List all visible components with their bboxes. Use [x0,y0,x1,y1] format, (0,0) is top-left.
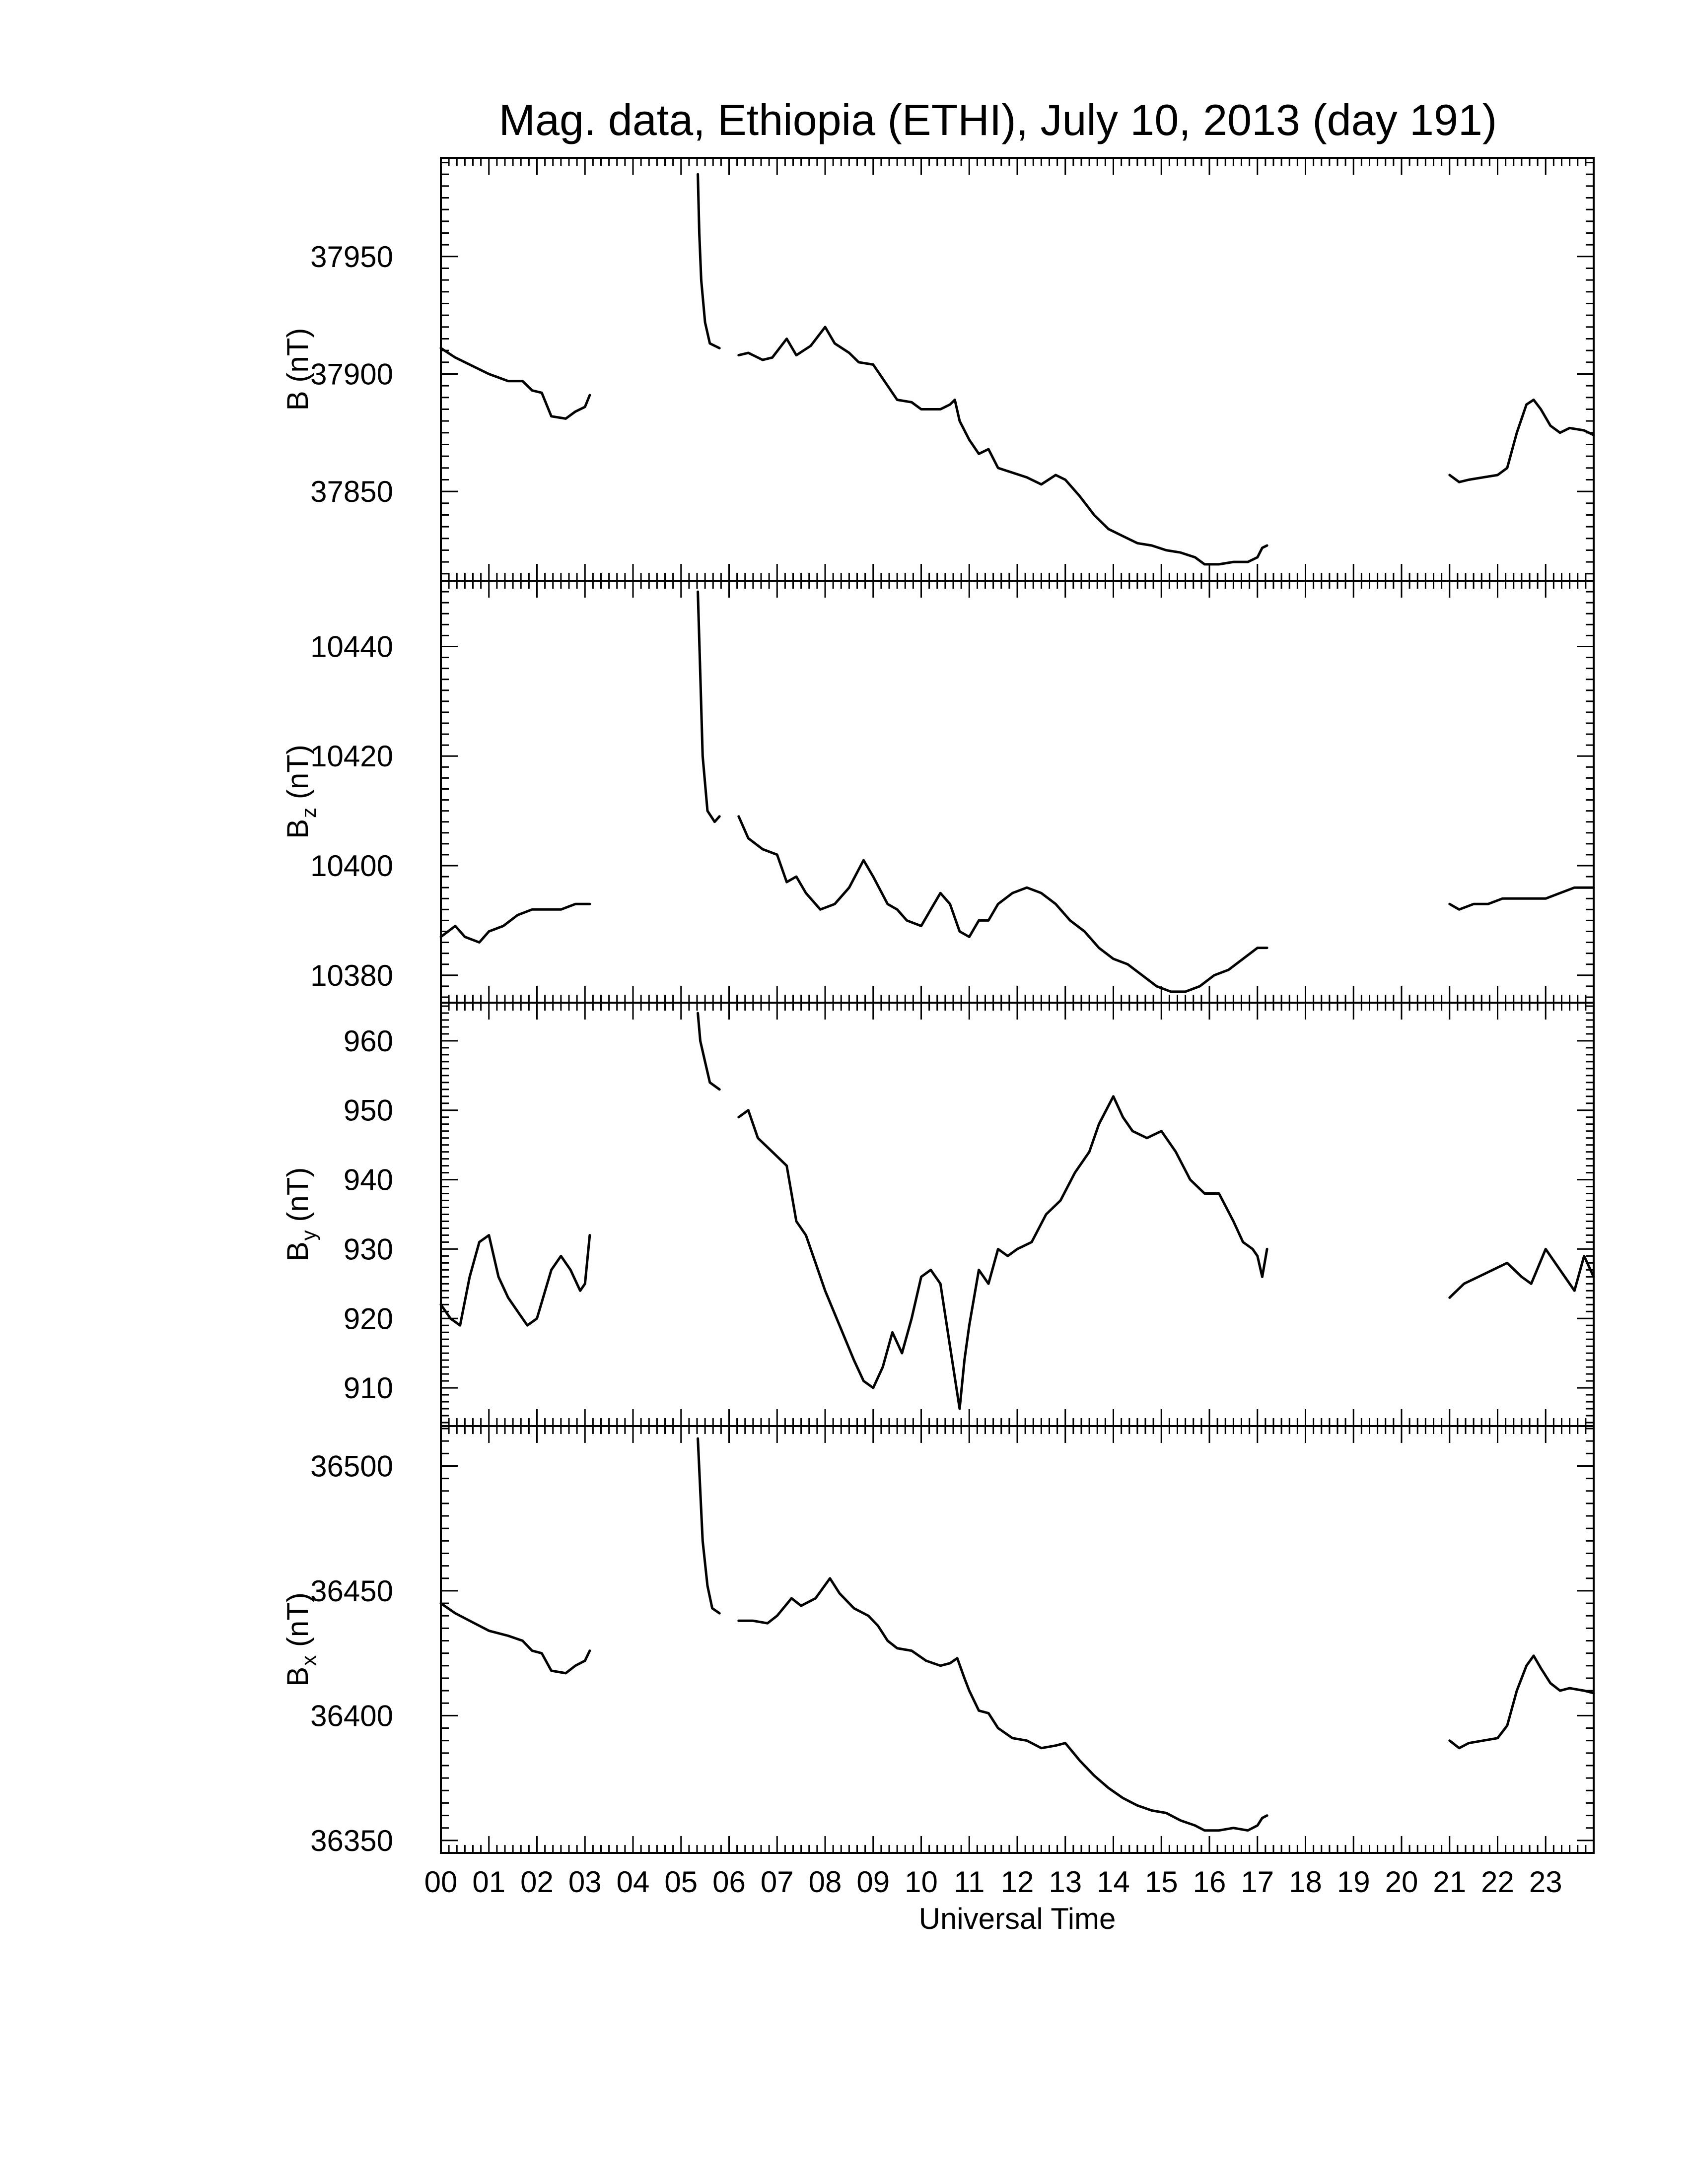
y-tick-label: 36350 [310,1824,393,1857]
x-tick-label: 14 [1097,1865,1130,1899]
y-tick-label: 10440 [310,630,393,663]
x-tick-label: 10 [905,1865,938,1899]
y-tick-label: 940 [344,1163,393,1197]
x-tick-label: 02 [520,1865,554,1899]
series-line-by-seg0 [439,1234,591,1327]
x-tick-label: 21 [1433,1865,1466,1899]
series-line-bz-seg3 [1448,886,1595,911]
series-line-b-seg1 [697,173,721,349]
x-tick-label: 22 [1481,1865,1514,1899]
series-line-bx-seg3 [1448,1654,1595,1750]
panels-layer: 37850 37900 37950 B (nT) 10380 10400 10420 1044… [281,157,1595,1857]
y-axis-label-subscript: z [297,808,320,818]
y-axis-label-b: B (nT) [281,328,314,411]
x-tick-label: 12 [1001,1865,1034,1899]
y-tick-label: 910 [344,1371,393,1405]
x-tick-label: 01 [472,1865,505,1899]
y-axis-label-main: B [281,1667,314,1687]
series-line-bx-seg2 [737,1577,1268,1832]
y-axis-label-bz: Bz (nT) [281,745,320,839]
y-axis-label-main: B [281,819,314,839]
y-tick-label: 36500 [310,1449,393,1483]
y-axis-label-main: B [281,1241,314,1261]
series-line-bz-seg1 [697,590,721,823]
x-tick-label: 15 [1145,1865,1178,1899]
y-tick-label: 920 [344,1302,393,1335]
series-line-by-seg2 [737,1095,1268,1410]
x-tick-label: 08 [809,1865,842,1899]
x-tick-label: 03 [568,1865,602,1899]
series-line-bz-seg2 [737,815,1268,993]
series-line-bx-seg0 [439,1602,591,1675]
x-tick-label: 13 [1049,1865,1082,1899]
x-tick-label: 11 [954,1865,985,1899]
y-tick-label: 10420 [310,740,393,773]
x-tick-label: 23 [1529,1865,1562,1899]
panel-frame-b [440,157,1595,582]
x-tick-label: 07 [761,1865,794,1899]
y-tick-label: 960 [344,1024,393,1058]
x-tick-label: 16 [1193,1865,1226,1899]
y-tick-label: 930 [344,1232,393,1266]
y-tick-label: 37950 [310,240,393,273]
y-axis-label-unit: (nT) [281,1167,314,1230]
y-tick-label: 36450 [310,1574,393,1608]
y-tick-label: 36400 [310,1699,393,1732]
x-tick-label: 09 [856,1865,890,1899]
y-axis-label-unit: (nT) [281,1592,314,1655]
series-line-bz-seg0 [439,902,591,944]
y-tick-label: 950 [344,1094,393,1127]
x-tick-label: 20 [1385,1865,1418,1899]
y-tick-label: 37900 [310,357,393,391]
x-tick-label: 18 [1289,1865,1322,1899]
series-line-by-seg1 [697,1012,721,1091]
y-axis-label-unit: (nT) [281,328,314,391]
series-line-b-seg2 [737,326,1268,566]
y-tick-label: 10400 [310,849,393,883]
chart-title: Mag. data, Ethiopia (ETHI), July 10, 201… [499,95,1497,144]
y-tick-label: 10380 [310,959,393,992]
x-tick-label: 00 [424,1865,458,1899]
series-line-bx-seg1 [697,1437,721,1615]
x-tick-labels: 00 01 02 03 04 05 06 07 08 09 10 11 12 13 14 15 16 17 18 19… [424,1865,1562,1899]
series-line-b-seg0 [439,346,591,420]
y-axis-label-subscript: x [297,1655,320,1666]
series-line-by-seg3 [1448,1247,1595,1299]
x-tick-label: 19 [1337,1865,1370,1899]
panel-b: 37850 37900 37950 B (nT) [281,157,1595,582]
panel-bx: 36350 36400 36450 36500 Bx (nT) [281,1425,1595,1857]
x-tick-label: 06 [712,1865,746,1899]
x-tick-label: 04 [617,1865,650,1899]
panel-bz: 10380 10400 10420 10440 Bz (nT) [281,580,1595,1004]
y-axis-label-subscript: y [297,1230,320,1240]
y-axis-label-bx: Bx (nT) [281,1592,320,1687]
panel-frame-bz [440,580,1595,1004]
y-axis-label-main: B [281,391,314,410]
x-tick-label: 05 [664,1865,698,1899]
panel-frame-by [440,1002,1595,1427]
panel-by: 910 920 930 940 950 960 By (nT) [281,1002,1595,1427]
x-tick-label: 17 [1241,1865,1274,1899]
panel-frame-bx [440,1425,1595,1854]
y-axis-label-by: By (nT) [281,1167,320,1262]
y-tick-label: 37850 [310,475,393,508]
y-axis-label-unit: (nT) [281,745,314,808]
x-axis-label: Universal Time [919,1902,1116,1935]
series-line-b-seg3 [1448,399,1595,483]
